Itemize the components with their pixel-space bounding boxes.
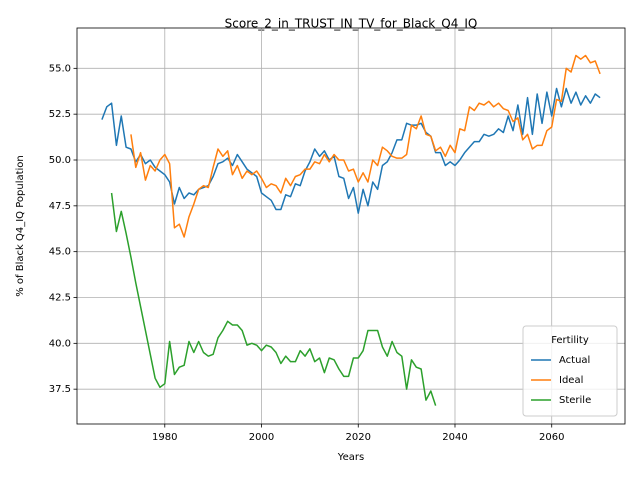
y-tick-label: 47.5 bbox=[49, 201, 71, 212]
legend-label: Sterile bbox=[559, 395, 591, 406]
chart-title: Score_2_in_TRUST_IN_TV_for_Black_Q4_IQ bbox=[225, 17, 478, 31]
y-tick-label: 50.0 bbox=[49, 155, 71, 166]
line-series bbox=[101, 87, 601, 214]
x-tick-label: 2020 bbox=[346, 432, 371, 443]
line-series bbox=[110, 192, 437, 406]
line-series bbox=[130, 54, 601, 238]
y-tick-label: 42.5 bbox=[49, 293, 71, 304]
y-tick-label: 55.0 bbox=[49, 63, 71, 74]
legend-label: Ideal bbox=[559, 375, 583, 386]
legend-label: Actual bbox=[559, 355, 590, 366]
x-tick-label: 2000 bbox=[249, 432, 274, 443]
legend-box bbox=[522, 325, 618, 417]
plot-frame bbox=[76, 27, 626, 425]
y-tick-label: 40.0 bbox=[49, 338, 71, 349]
legend-title: Fertility bbox=[551, 335, 589, 346]
y-tick-label: 45.0 bbox=[49, 247, 71, 258]
x-tick-label: 2060 bbox=[539, 432, 564, 443]
x-axis-label: Years bbox=[337, 452, 364, 463]
x-tick-label: 2040 bbox=[442, 432, 467, 443]
y-tick-label: 52.5 bbox=[49, 109, 71, 120]
y-tick-label: 37.5 bbox=[49, 384, 71, 395]
y-axis-label: % of Black Q4_IQ Population bbox=[15, 155, 26, 297]
x-tick-label: 1980 bbox=[152, 432, 177, 443]
